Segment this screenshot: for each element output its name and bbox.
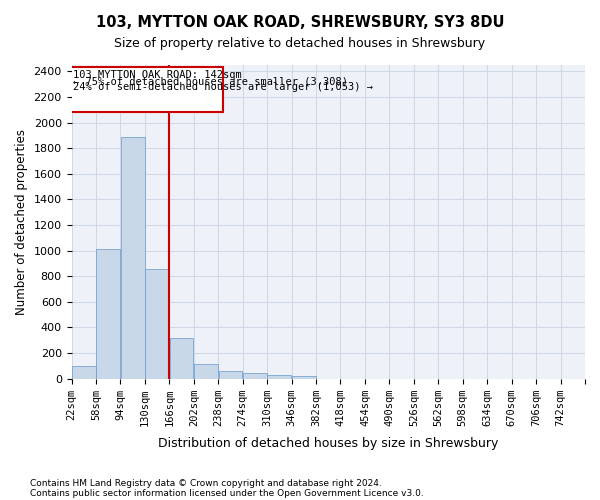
Bar xyxy=(194,364,218,378)
Text: 24% of semi-detached houses are larger (1,053) →: 24% of semi-detached houses are larger (… xyxy=(73,82,373,92)
Bar xyxy=(72,366,95,378)
Bar xyxy=(121,136,145,378)
Text: Contains public sector information licensed under the Open Government Licence v3: Contains public sector information licen… xyxy=(30,488,424,498)
Bar xyxy=(243,372,267,378)
Text: 103 MYTTON OAK ROAD: 142sqm: 103 MYTTON OAK ROAD: 142sqm xyxy=(73,70,242,80)
Bar xyxy=(268,375,291,378)
Bar xyxy=(170,338,193,378)
Text: ← 75% of detached houses are smaller (3,308): ← 75% of detached houses are smaller (3,… xyxy=(73,76,348,86)
Bar xyxy=(218,371,242,378)
Text: Contains HM Land Registry data © Crown copyright and database right 2024.: Contains HM Land Registry data © Crown c… xyxy=(30,478,382,488)
X-axis label: Distribution of detached houses by size in Shrewsbury: Distribution of detached houses by size … xyxy=(158,437,499,450)
FancyBboxPatch shape xyxy=(70,67,223,112)
Y-axis label: Number of detached properties: Number of detached properties xyxy=(15,129,28,315)
Bar xyxy=(97,250,120,378)
Bar xyxy=(292,376,316,378)
Text: Size of property relative to detached houses in Shrewsbury: Size of property relative to detached ho… xyxy=(115,38,485,51)
Text: 103, MYTTON OAK ROAD, SHREWSBURY, SY3 8DU: 103, MYTTON OAK ROAD, SHREWSBURY, SY3 8D… xyxy=(96,15,504,30)
Bar xyxy=(145,268,169,378)
